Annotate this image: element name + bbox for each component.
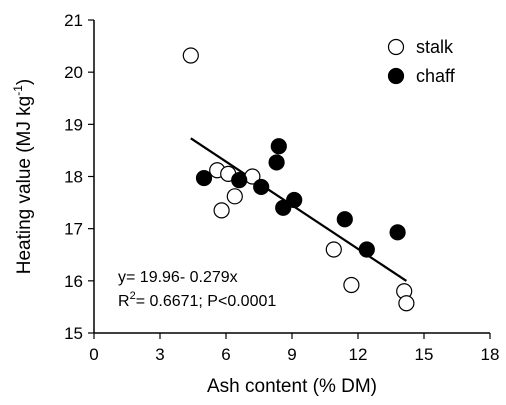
data-points	[182, 47, 415, 312]
y-axis-title-close: )	[14, 79, 35, 85]
y-tick-label: 16	[64, 272, 83, 291]
stalk-point	[343, 276, 360, 294]
y-tick-label: 19	[64, 115, 83, 134]
chaff-point	[358, 241, 375, 258]
regression-line	[190, 137, 408, 282]
x-tick-label: 9	[287, 345, 296, 364]
y-tick-label: 21	[64, 11, 83, 30]
x-tick-label: 3	[155, 345, 164, 364]
regression-equation: y= 19.96- 0.279x	[118, 269, 238, 286]
y-tick-label: 20	[64, 63, 83, 82]
y-axis-title-main: Heating value (MJ kg	[14, 96, 35, 274]
legend-label-chaff: chaff	[416, 66, 456, 86]
y-tick-label: 18	[64, 168, 83, 187]
x-tick-label: 18	[481, 345, 500, 364]
y-tick-label: 15	[64, 324, 83, 343]
r-squared-symbol: R	[118, 293, 130, 310]
legend-marker-chaff	[387, 67, 405, 85]
legend-marker-stalk	[387, 38, 405, 56]
r-squared-exponent: 2	[130, 290, 136, 302]
y-axis-title-exponent: -1	[11, 85, 25, 96]
chaff-point	[268, 154, 285, 171]
regression-annotation: y= 19.96- 0.279x R2= 0.6671; P<0.0001	[118, 269, 276, 310]
chaff-point	[275, 199, 292, 216]
stalk-point	[213, 202, 230, 219]
stalk-point	[182, 47, 199, 64]
chaff-point	[286, 191, 303, 209]
y-tick-label: 17	[64, 220, 83, 239]
stalk-point	[226, 188, 243, 205]
y-axis-ticks: 15 16 17 18 19 20 21	[64, 11, 94, 343]
legend: stalk chaff	[387, 37, 456, 86]
x-tick-label: 0	[89, 345, 98, 364]
stalk-point	[398, 295, 415, 312]
x-tick-label: 6	[221, 345, 230, 364]
chaff-point	[270, 138, 287, 155]
x-axis-ticks: 0 3 6 9 12 15 18	[89, 333, 499, 364]
x-axis-title: Ash content (% DM)	[207, 376, 377, 397]
x-tick-label: 12	[349, 345, 368, 364]
legend-label-stalk: stalk	[416, 37, 454, 57]
regression-stats: R2= 0.6671; P<0.0001	[118, 290, 276, 310]
y-axis-title: Heating value (MJ kg-1)	[11, 79, 35, 274]
r-squared-values: = 0.6671; P<0.0001	[136, 293, 277, 310]
chaff-point	[231, 172, 248, 189]
chaff-point	[389, 224, 406, 241]
chaff-point	[195, 169, 213, 187]
stalk-point	[325, 241, 342, 258]
chaff-point	[253, 178, 270, 196]
x-tick-label: 15	[415, 345, 434, 364]
chaff-point	[336, 211, 353, 228]
